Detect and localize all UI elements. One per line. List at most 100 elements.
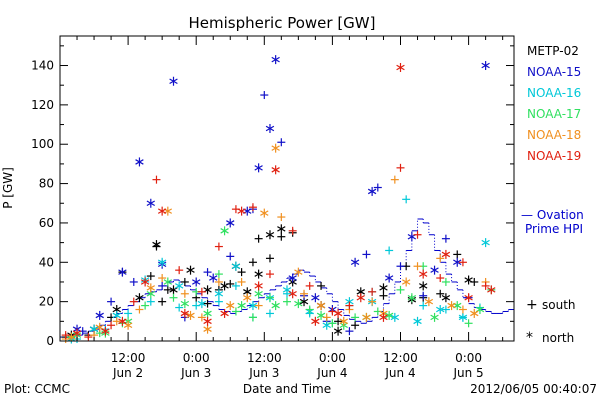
x-tick-label-time: 12:00 <box>383 351 418 365</box>
north-marker-label: north <box>542 331 574 345</box>
noaa-15-north-point <box>453 257 462 267</box>
south-marker-label: south <box>542 298 576 312</box>
noaa-15-north-point <box>271 55 280 65</box>
noaa-17-south-point <box>141 301 150 310</box>
metp-02-north-point <box>441 293 451 303</box>
noaa-18-south-point <box>112 317 121 326</box>
noaa-17-north-point <box>271 301 280 311</box>
noaa-19-south-point <box>248 203 257 212</box>
x-tick-label-date: Jun 5 <box>452 366 483 380</box>
noaa-19-north-point <box>288 289 297 299</box>
metp-02-north-point <box>265 230 275 240</box>
noaa-18-north-point <box>294 267 303 277</box>
noaa-15-south-point <box>129 277 138 286</box>
noaa-16-south-point <box>175 303 184 312</box>
y-tick-label: 80 <box>39 177 54 191</box>
noaa-17-north-point <box>407 293 417 303</box>
noaa-15-south-point <box>441 234 450 243</box>
noaa-19-north-point <box>254 281 263 291</box>
metp-02-south-point <box>163 285 172 294</box>
noaa-15-north-point <box>311 293 320 303</box>
noaa-17-south-point <box>169 293 178 302</box>
noaa-18-north-point <box>163 206 173 216</box>
noaa-19-south-point <box>288 226 297 235</box>
noaa-15-north-point <box>95 310 104 320</box>
noaa-16-north-point <box>231 261 241 271</box>
x-tick-label-time: 0:00 <box>455 351 482 365</box>
noaa-19-north-point <box>333 308 343 318</box>
noaa-16-north-point <box>481 238 490 248</box>
y-axis: 0 20 40 60 80 100 120 140 <box>31 45 514 348</box>
noaa-19-north-point <box>271 165 280 175</box>
noaa-17-north-point <box>203 308 212 318</box>
noaa-17-south-point <box>248 313 257 322</box>
noaa-17-south-point <box>351 313 360 322</box>
metp-02-south-point <box>237 268 246 277</box>
noaa-19-south-point <box>265 270 274 279</box>
metp-02-north-point <box>254 269 263 279</box>
noaa-15-north-point <box>192 277 201 287</box>
noaa-17-north-point <box>384 310 394 320</box>
noaa-19-north-point <box>464 293 473 303</box>
noaa-15-north-point <box>407 232 417 242</box>
noaa-18-north-point <box>146 283 155 293</box>
noaa-15-north-point <box>384 273 394 283</box>
noaa-19-south-point <box>175 266 184 275</box>
noaa-15-south-point <box>419 291 428 300</box>
noaa-15-south-point <box>107 297 116 306</box>
metp-02-north-point <box>152 240 161 250</box>
noaa-19-south-point <box>305 281 314 290</box>
noaa-18-south-point <box>322 313 331 322</box>
noaa-18-north-point <box>362 312 371 322</box>
metp-02-north-point <box>379 283 388 293</box>
noaa-18-south-point <box>237 277 246 286</box>
y-tick-label: 0 <box>46 334 54 348</box>
noaa-17-north-point <box>453 301 462 311</box>
noaa-17-south-point <box>441 277 450 286</box>
noaa-18-south-point <box>180 289 189 298</box>
noaa-15-south-point <box>373 183 382 192</box>
metp-02-south-point <box>351 321 360 330</box>
y-tick-label: 120 <box>31 98 54 112</box>
x-axis-label: Date and Time <box>243 382 331 396</box>
noaa-19-north-point <box>441 249 451 259</box>
noaa-16-south-point <box>419 301 428 310</box>
noaa-15-south-point <box>277 138 286 147</box>
noaa-15-north-point <box>350 257 360 267</box>
noaa-16-south-point <box>385 246 394 255</box>
noaa-19-south-point <box>481 281 490 290</box>
noaa-17-south-point <box>396 285 405 294</box>
noaa-16-south-point <box>402 195 411 204</box>
x-tick-label-time: 0:00 <box>183 351 210 365</box>
metp-02-south-point <box>453 250 462 259</box>
noaa-15-north-point <box>135 157 144 167</box>
noaa-18-south-point <box>214 277 223 286</box>
noaa-19-south-point <box>84 333 93 342</box>
x-tick-label-date: Jun 4 <box>384 366 415 380</box>
noaa-15-north-point <box>226 218 235 228</box>
satellite-points <box>61 55 496 344</box>
noaa-16-south-point <box>124 309 133 318</box>
noaa-17-north-point <box>220 226 229 236</box>
noaa-17-south-point <box>305 305 314 314</box>
noaa-18-south-point <box>135 305 144 314</box>
noaa-17-north-point <box>254 289 263 299</box>
noaa-19-south-point <box>197 287 206 296</box>
noaa-18-south-point <box>300 289 309 298</box>
noaa-18-south-point <box>277 213 286 222</box>
noaa-17-south-point <box>283 297 291 306</box>
noaa-19-south-point <box>152 175 161 184</box>
metp-02-north-point <box>135 293 144 303</box>
noaa-15-south-point <box>396 262 405 271</box>
noaa-18-south-point <box>254 301 263 310</box>
plot-frame <box>59 35 515 342</box>
metp-02-north-point <box>333 326 343 336</box>
noaa-19-south-point <box>107 321 116 330</box>
noaa-16-south-point <box>214 297 223 306</box>
noaa-16-north-point <box>436 305 445 315</box>
y-tick-label: 100 <box>31 137 54 151</box>
noaa-15-north-point <box>169 76 178 86</box>
noaa-15-north-point <box>254 163 263 173</box>
noaa-15-north-point <box>367 186 377 196</box>
metp-02-south-point <box>180 277 189 286</box>
